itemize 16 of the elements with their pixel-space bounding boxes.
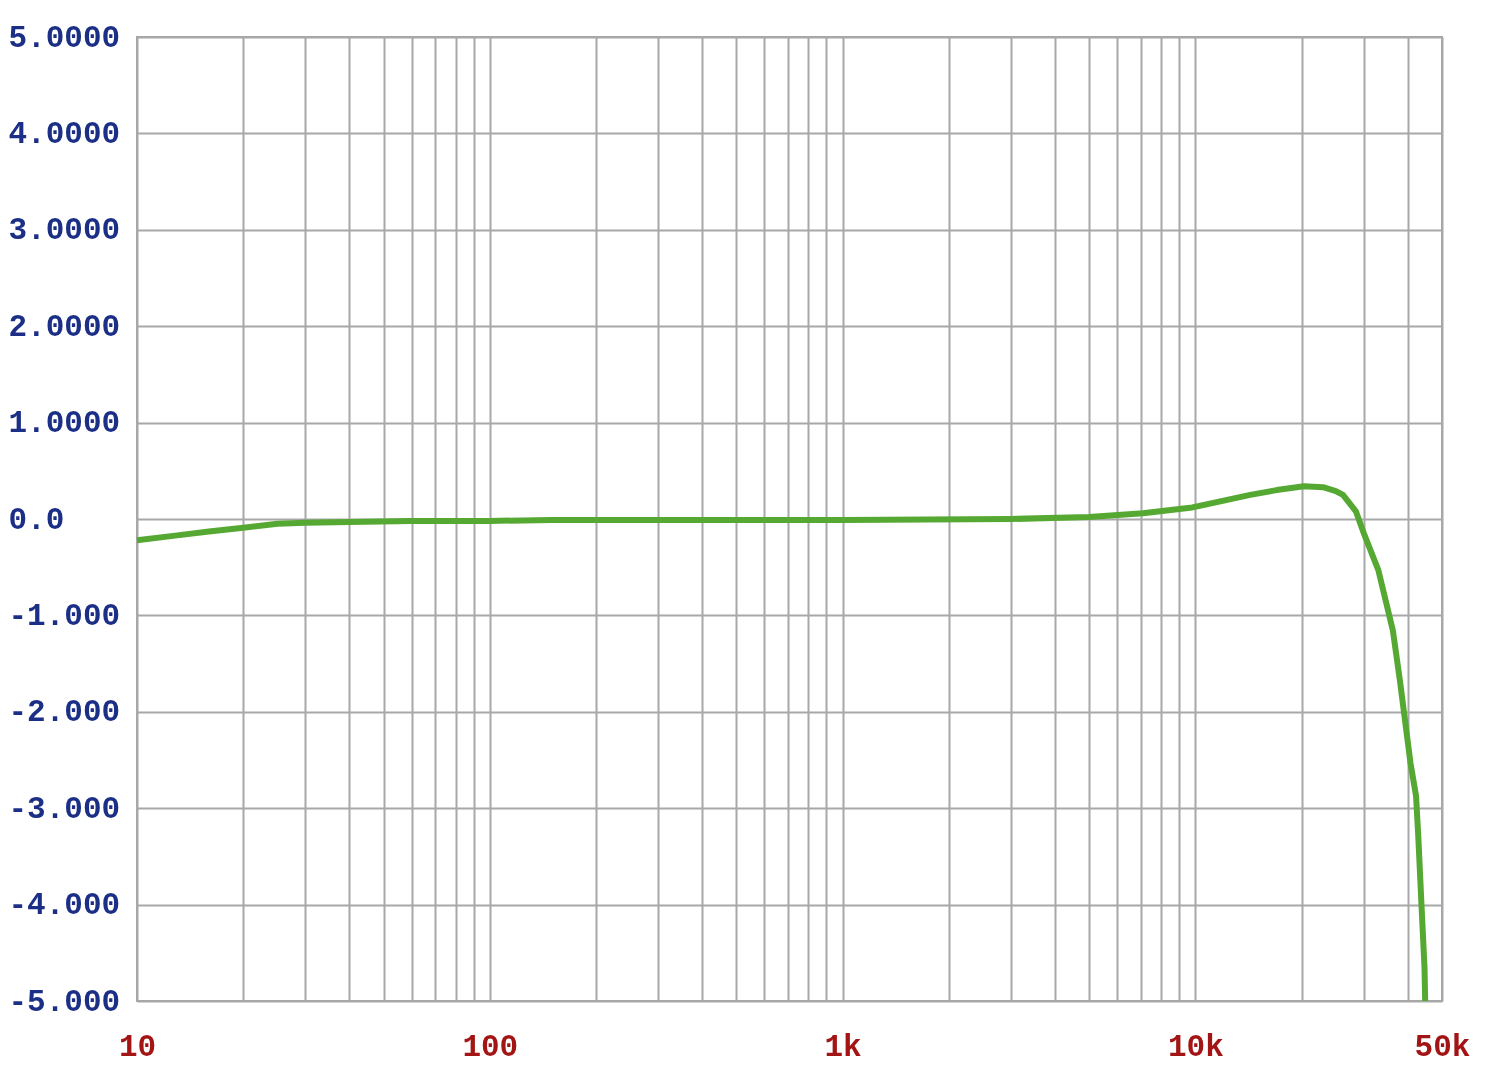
y-tick-label: 3.0000 xyxy=(8,213,121,249)
y-tick-label: 2.0000 xyxy=(8,309,121,345)
y-tick-label: -4.000 xyxy=(8,888,121,924)
y-tick-label: 0.0 xyxy=(8,502,65,538)
y-tick-label: 5.0000 xyxy=(8,20,121,56)
y-tick-label: 4.0000 xyxy=(8,116,121,152)
y-tick-label: -3.000 xyxy=(8,791,121,827)
x-tick-label: 10k xyxy=(1168,1029,1224,1065)
x-tick-label: 10 xyxy=(118,1029,157,1065)
x-tick-label: 50k xyxy=(1414,1029,1471,1065)
y-tick-label: -5.000 xyxy=(8,984,121,1020)
x-tick-label: 100 xyxy=(462,1029,519,1065)
y-tick-label: -1.000 xyxy=(8,598,121,634)
x-tick-label: 1k xyxy=(824,1029,862,1065)
y-tick-label: 1.0000 xyxy=(8,406,121,442)
y-tick-label: -2.000 xyxy=(8,695,121,731)
